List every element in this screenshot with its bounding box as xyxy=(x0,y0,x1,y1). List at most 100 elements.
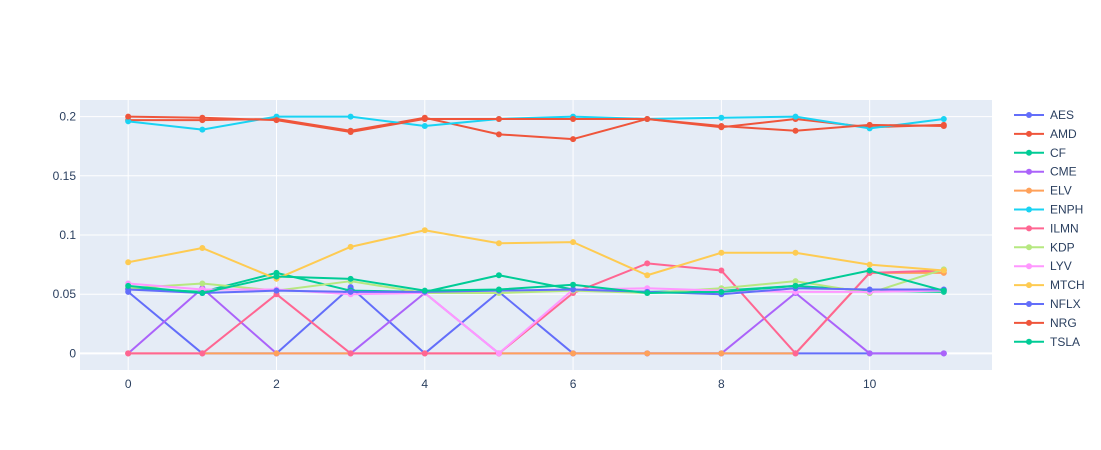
data-point xyxy=(421,123,428,130)
series-tsla xyxy=(125,267,947,297)
data-point xyxy=(644,350,651,357)
data-point xyxy=(495,240,502,247)
data-point xyxy=(718,350,725,357)
data-point xyxy=(718,249,725,256)
data-point xyxy=(570,281,577,288)
data-point xyxy=(495,272,502,279)
legend-label: LYV xyxy=(1050,259,1072,273)
data-point xyxy=(273,287,280,294)
legend-item-enph: ENPH xyxy=(1014,203,1083,217)
legend-label: NFLX xyxy=(1050,297,1081,311)
legend-label: MTCH xyxy=(1050,278,1085,292)
series-line xyxy=(128,287,944,296)
series-line xyxy=(128,115,944,133)
x-tick-label: 4 xyxy=(421,377,428,391)
data-point xyxy=(125,259,132,266)
y-tick-label: 0.05 xyxy=(53,287,77,301)
legend-label: TSLA xyxy=(1050,335,1080,349)
legend-marker xyxy=(1026,301,1032,307)
legend-label: NRG xyxy=(1050,316,1077,330)
data-point xyxy=(644,115,651,122)
data-point xyxy=(940,287,947,294)
data-point xyxy=(570,115,577,122)
legend-label: CF xyxy=(1050,146,1066,160)
x-tick-label: 8 xyxy=(718,377,725,391)
legend-label: AMD xyxy=(1050,127,1077,141)
legend-marker xyxy=(1026,149,1032,156)
legend-marker xyxy=(1026,244,1032,251)
data-point xyxy=(199,350,206,357)
series-line xyxy=(128,271,944,293)
legend-item-lyv: LYV xyxy=(1014,259,1072,273)
series-line xyxy=(128,262,944,355)
data-point xyxy=(125,118,132,125)
legend-item-mtch: MTCH xyxy=(1014,278,1085,292)
data-point xyxy=(570,136,577,143)
data-point xyxy=(866,261,873,268)
series-line xyxy=(128,282,944,355)
data-point xyxy=(570,239,577,246)
legend-item-ilmn: ILMN xyxy=(1014,221,1079,235)
series-line xyxy=(128,229,944,280)
data-point xyxy=(718,114,725,121)
legend-item-elv: ELV xyxy=(1014,184,1072,198)
legend-marker xyxy=(1026,168,1032,175)
data-point xyxy=(199,290,206,297)
legend-item-amd: AMD xyxy=(1014,127,1077,141)
data-point xyxy=(940,123,947,130)
data-point xyxy=(347,113,354,120)
legend-marker xyxy=(1026,225,1032,232)
data-point xyxy=(792,127,799,134)
x-tick-label: 6 xyxy=(570,377,577,391)
data-point xyxy=(866,350,873,357)
data-point xyxy=(199,126,206,133)
legend-item-aes: AES xyxy=(1014,108,1074,122)
data-point xyxy=(495,286,502,293)
data-point xyxy=(347,243,354,250)
data-point xyxy=(347,128,354,135)
data-point xyxy=(495,115,502,122)
data-point xyxy=(347,275,354,282)
data-point xyxy=(421,227,428,234)
legend-marker xyxy=(1026,263,1032,270)
data-point xyxy=(644,260,651,267)
legend-marker xyxy=(1026,206,1032,213)
legend-item-cme: CME xyxy=(1014,165,1077,179)
x-tick-label: 0 xyxy=(125,377,132,391)
data-point xyxy=(273,273,280,280)
data-point xyxy=(792,350,799,357)
data-point xyxy=(792,282,799,289)
data-point xyxy=(570,286,577,293)
data-point xyxy=(273,350,280,357)
data-point xyxy=(718,123,725,130)
data-point xyxy=(792,113,799,120)
legend-marker xyxy=(1026,112,1032,118)
data-point xyxy=(273,117,280,124)
y-tick-label: 0.15 xyxy=(53,169,77,183)
legend: AES AMD CF CME ELV ENPH ILMN KDP LYV MTCH NFLX NRG T… xyxy=(1014,108,1085,349)
legend-marker xyxy=(1026,282,1032,289)
legend-marker xyxy=(1026,130,1032,137)
plot-area: 0 2 4 6 8 10 0 0.05 0.1 0.15 0.2 xyxy=(53,100,992,391)
x-tick-label: 10 xyxy=(863,377,877,391)
legend-label: ILMN xyxy=(1050,221,1079,235)
legend-item-tsla: TSLA xyxy=(1014,335,1080,349)
data-point xyxy=(940,115,947,122)
legend-item-kdp: KDP xyxy=(1014,240,1075,254)
y-tick-label: 0.2 xyxy=(59,110,76,124)
data-point xyxy=(495,131,502,138)
legend-marker xyxy=(1026,319,1032,326)
data-point xyxy=(866,267,873,274)
legend-label: ELV xyxy=(1050,184,1072,198)
data-point xyxy=(199,245,206,252)
data-point xyxy=(125,350,132,357)
y-tick-label: 0 xyxy=(69,346,76,360)
data-point xyxy=(125,282,132,289)
data-point xyxy=(866,121,873,128)
data-point xyxy=(570,350,577,357)
legend-item-nflx: NFLX xyxy=(1014,297,1081,311)
data-point xyxy=(718,288,725,295)
data-point xyxy=(421,287,428,294)
